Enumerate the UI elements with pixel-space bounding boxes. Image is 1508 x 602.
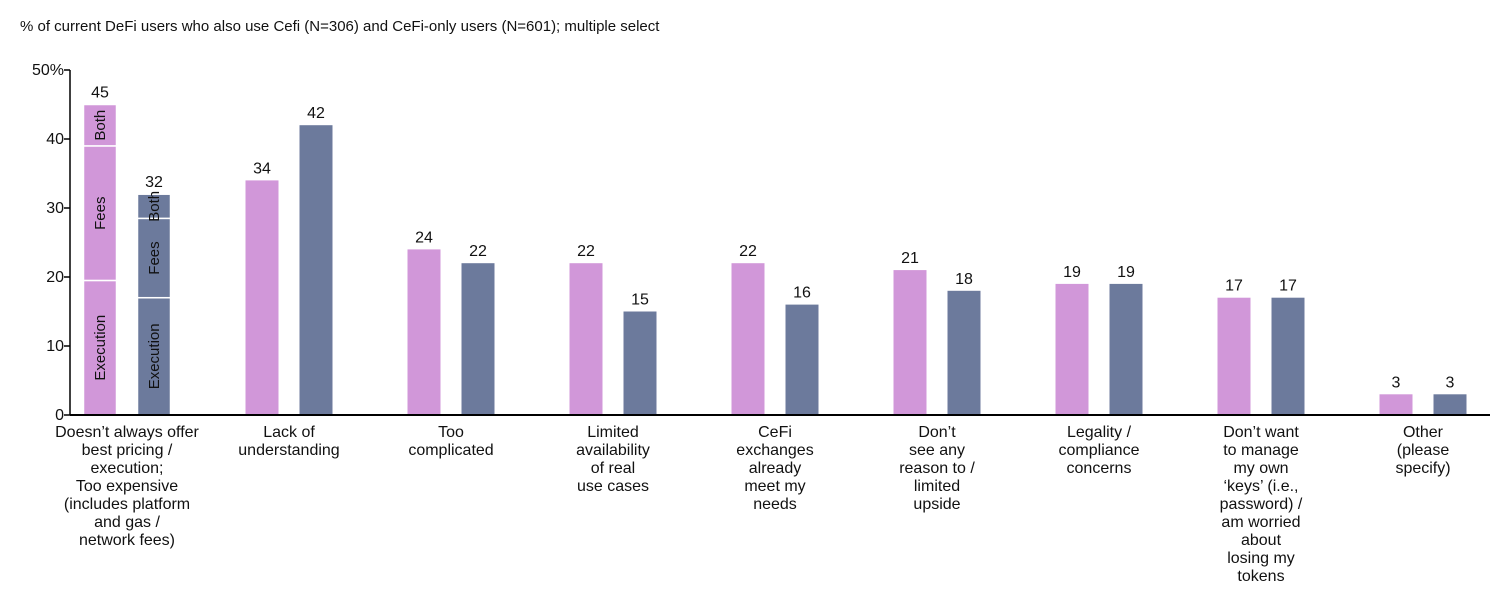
y-tick-label: 40 xyxy=(46,131,64,148)
bar xyxy=(569,263,603,415)
y-tick-label: 0 xyxy=(55,407,64,424)
value-label: 32 xyxy=(145,174,163,191)
bar xyxy=(407,249,441,415)
bar xyxy=(1109,283,1143,415)
bar xyxy=(1055,283,1089,415)
x-tick-label: Too complicated xyxy=(408,424,493,459)
value-label: 22 xyxy=(739,243,757,260)
x-tick-label: Don’t see any reason to / limited upside xyxy=(899,424,975,513)
value-label: 21 xyxy=(901,250,919,267)
bar xyxy=(461,263,495,415)
bar xyxy=(1271,297,1305,415)
chart-title: % of current DeFi users who also use Cef… xyxy=(20,18,660,35)
bar xyxy=(245,180,279,415)
x-tick-label: Don’t want to manage my own ‘keys’ (i.e., pa… xyxy=(1220,424,1303,585)
value-label: 19 xyxy=(1063,264,1081,281)
value-label: 45 xyxy=(91,85,109,102)
segment-label: Fees xyxy=(92,196,109,229)
value-label: 3 xyxy=(1392,374,1401,391)
bar xyxy=(1217,297,1251,415)
bar-segment xyxy=(136,193,172,220)
value-label: 16 xyxy=(793,285,811,302)
bar xyxy=(623,311,657,415)
value-label: 19 xyxy=(1117,264,1135,281)
y-tick-label: 10 xyxy=(46,338,64,355)
value-label: 17 xyxy=(1225,278,1243,295)
value-label: 42 xyxy=(307,105,325,122)
x-tick-label: Doesn’t always offer best pricing / execut… xyxy=(55,424,199,549)
bar xyxy=(299,125,333,415)
bar xyxy=(893,270,927,415)
segment-label: Both xyxy=(146,191,163,222)
segment-label: Fees xyxy=(146,241,163,274)
value-label: 22 xyxy=(577,243,595,260)
bar xyxy=(785,304,819,415)
bar xyxy=(1433,394,1467,415)
x-tick-label: CeFi exchanges already meet my needs xyxy=(736,424,813,513)
y-tick-label: 30 xyxy=(46,200,64,217)
bar xyxy=(947,290,981,415)
bar-segment xyxy=(136,217,172,299)
bar-segment xyxy=(82,103,118,147)
value-label: 34 xyxy=(253,160,271,177)
x-tick-label: Legality / compliance concerns xyxy=(1059,424,1140,477)
value-label: 3 xyxy=(1446,374,1455,391)
value-label: 18 xyxy=(955,271,973,288)
x-tick-label: Limited availability of real use cases xyxy=(576,424,650,495)
y-tick-label: 20 xyxy=(46,269,64,286)
value-label: 17 xyxy=(1279,278,1297,295)
value-label: 15 xyxy=(631,292,649,309)
bar-segment xyxy=(82,145,118,282)
segment-label: Both xyxy=(92,110,109,141)
value-label: 24 xyxy=(415,229,433,246)
y-tick-label: 50% xyxy=(32,62,64,79)
x-tick-label: Other (please specify) xyxy=(1395,424,1450,477)
value-label: 22 xyxy=(469,243,487,260)
segment-label: Execution xyxy=(146,323,163,389)
bar xyxy=(731,263,765,415)
bar xyxy=(1379,394,1413,415)
segment-label: Execution xyxy=(92,315,109,381)
x-tick-label: Lack of understanding xyxy=(238,424,339,459)
